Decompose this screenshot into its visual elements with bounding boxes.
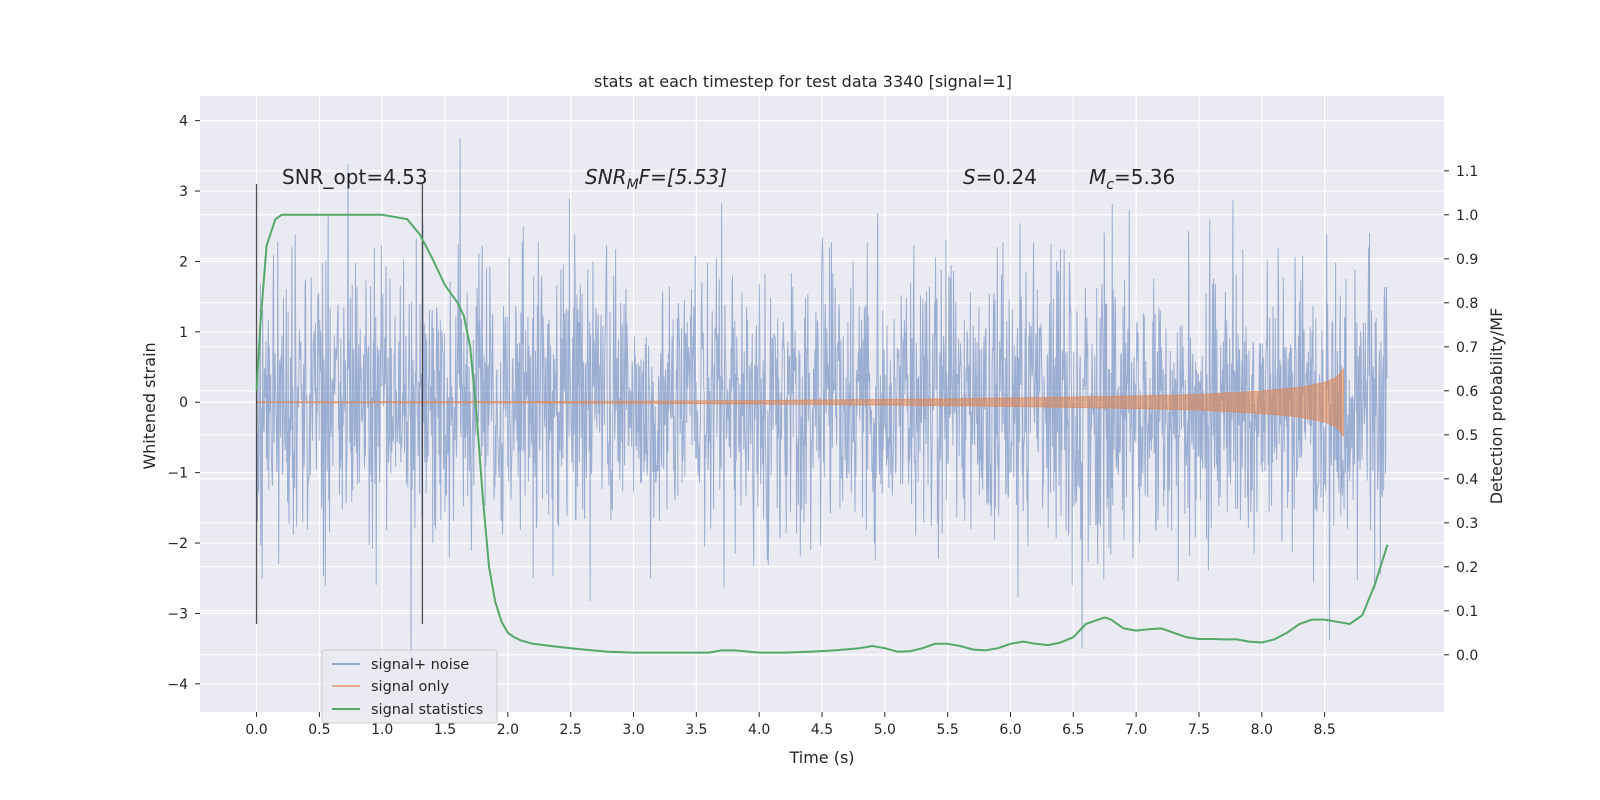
y-tick-label-1: 3	[179, 184, 188, 200]
legend-label-signal-statistics: signal statistics	[371, 702, 483, 718]
y2-tick-label-0: 1.1	[1456, 164, 1478, 180]
annotation-snr-mf-tail: F=[5.53]	[639, 165, 727, 189]
y-tick-label-3: 1	[179, 325, 188, 341]
y2-tick-label-6: 0.5	[1456, 428, 1478, 444]
x-tick-label-10: 5.0	[874, 722, 896, 738]
y2-tick-label-2: 0.9	[1456, 252, 1478, 268]
legend-label-signal-only: signal only	[371, 679, 450, 695]
series-signal-noise	[256, 138, 1388, 665]
x-tick-label-0: 0.0	[245, 722, 267, 738]
x-tick-label-2: 1.0	[371, 722, 393, 738]
y-axis-ticks: 4 3 2 1 0 −1 −2 −3 −4	[167, 114, 200, 693]
y-axis-right-label: Detection probability/MF	[1487, 308, 1506, 505]
y-tick-label-8: −4	[167, 677, 188, 693]
x-tick-label-8: 4.0	[748, 722, 770, 738]
x-tick-label-16: 8.0	[1251, 722, 1273, 738]
annotation-snr-mf-sub: M	[627, 177, 639, 193]
annotation-snr-mf: SNRMF=[5.53]	[585, 165, 727, 193]
signal-statistics-line	[255, 213, 1389, 654]
annotation-s-value: =0.24	[976, 165, 1037, 189]
y-tick-label-2: 2	[179, 254, 188, 270]
x-tick-label-5: 2.5	[560, 722, 582, 738]
x-tick-label-13: 6.5	[1062, 722, 1084, 738]
x-axis-ticks: 0.0 0.5 1.0 1.5 2.0 2.5 3.0 3.5 4.0 4.5 5.0 5.5 6.0 6…	[245, 712, 1336, 738]
y-axis-right-ticks: 1.1 1.0 0.9 0.8 0.7 0.6 0.5 0.4 0.3 0.2 0.1 0.0	[1444, 164, 1478, 664]
annotation-mc-sub: c	[1106, 177, 1114, 193]
legend-label-signal-noise: signal+ noise	[371, 657, 469, 673]
annotation-s: S=0.24	[963, 165, 1037, 189]
x-tick-label-11: 5.5	[937, 722, 959, 738]
y2-tick-label-1: 1.0	[1456, 208, 1478, 224]
y-tick-label-4: 0	[179, 395, 188, 411]
annotation-mc-base: M	[1089, 165, 1106, 189]
y2-tick-label-5: 0.6	[1456, 384, 1478, 400]
x-tick-label-12: 6.0	[999, 722, 1021, 738]
x-tick-label-3: 1.5	[434, 722, 456, 738]
y-tick-label-6: −2	[167, 536, 188, 552]
annotation-mc: Mc=5.36	[1089, 165, 1175, 193]
y-tick-label-5: −1	[167, 466, 188, 482]
annotation-snr-opt: SNR_opt=4.53	[282, 165, 428, 189]
annotation-mc-value: =5.36	[1114, 165, 1175, 189]
y2-tick-label-4: 0.7	[1456, 340, 1478, 356]
series-signal-only	[256, 367, 1344, 438]
y-axis-label: Whitened strain	[140, 342, 159, 469]
x-tick-label-6: 3.0	[622, 722, 644, 738]
y2-tick-label-11: 0.0	[1456, 648, 1478, 664]
x-tick-label-17: 8.5	[1313, 722, 1335, 738]
annotation-snr-mf-base: SNR	[585, 165, 627, 189]
annotation-s-label: S	[963, 165, 976, 189]
x-tick-label-15: 7.5	[1188, 722, 1210, 738]
signal-only-envelope	[256, 367, 1344, 438]
vertical-markers	[255, 184, 424, 624]
y-tick-label-7: −3	[167, 606, 188, 622]
x-axis-label: Time (s)	[788, 748, 854, 767]
x-tick-label-1: 0.5	[308, 722, 330, 738]
y2-tick-label-3: 0.8	[1456, 296, 1478, 312]
y2-tick-label-9: 0.2	[1456, 560, 1478, 576]
legend-box	[321, 649, 498, 724]
x-tick-label-4: 2.0	[497, 722, 519, 738]
legend: signal+ noise signal only signal statist…	[321, 649, 498, 724]
signal-noise-line	[256, 138, 1388, 665]
series-signal-statistics	[255, 213, 1389, 654]
x-tick-label-7: 3.5	[685, 722, 707, 738]
x-tick-label-14: 7.0	[1125, 722, 1147, 738]
y-tick-label-0: 4	[179, 114, 188, 130]
y2-tick-label-7: 0.4	[1456, 472, 1478, 488]
y2-tick-label-8: 0.3	[1456, 516, 1478, 532]
y2-tick-label-10: 0.1	[1456, 604, 1478, 620]
chart-title: stats at each timestep for test data 334…	[594, 72, 1012, 91]
x-tick-label-9: 4.5	[811, 722, 833, 738]
